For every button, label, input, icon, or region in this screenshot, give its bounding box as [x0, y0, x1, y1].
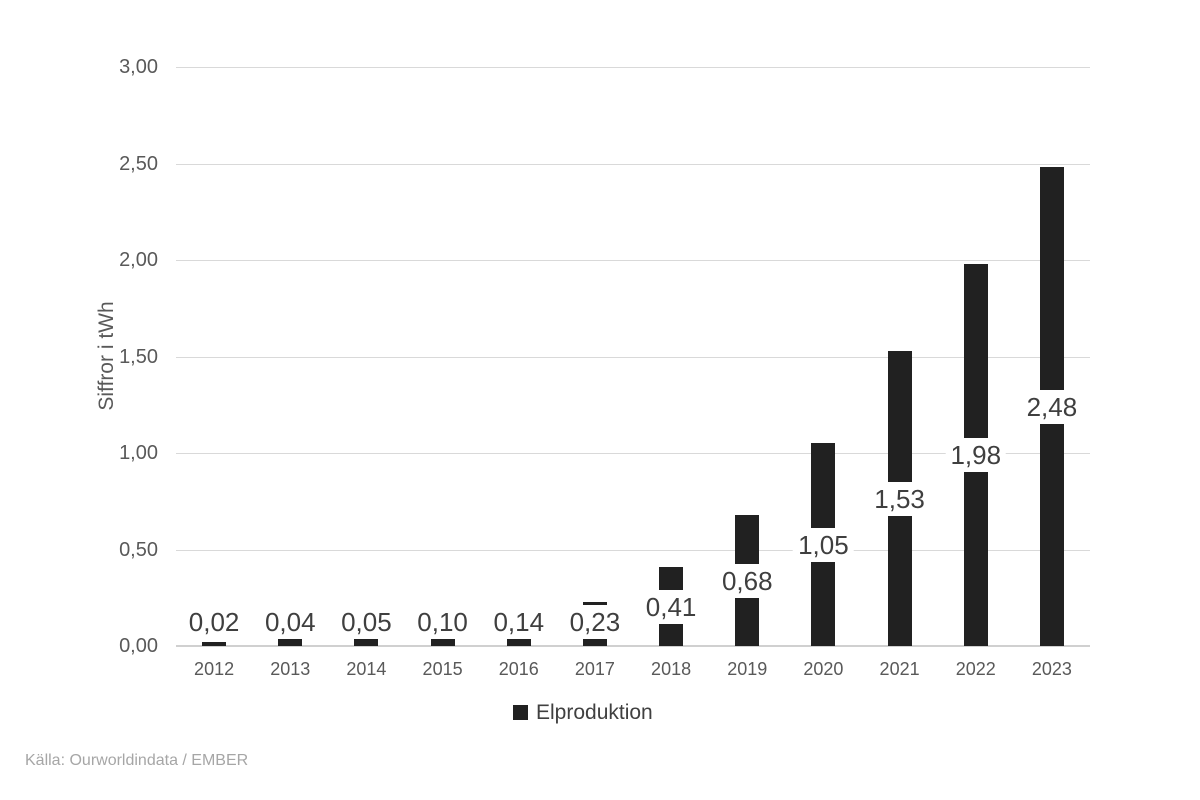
gridline — [176, 549, 1090, 551]
x-tick-label: 2019 — [727, 659, 768, 679]
bar-value-label: 0,14 — [488, 605, 550, 639]
x-tick-label: 2020 — [803, 659, 844, 679]
x-tick-label: 2018 — [651, 659, 692, 679]
bar-value-label: 0,41 — [640, 589, 702, 624]
bar-value-label: 2,48 — [1021, 389, 1083, 424]
bar-value-label: 0,10 — [412, 605, 473, 639]
legend-label: Elproduktion — [536, 701, 653, 724]
x-tick-label: 2014 — [346, 659, 387, 679]
bar-value-label: 0,02 — [183, 605, 245, 639]
x-tick-label: 2016 — [498, 659, 539, 679]
y-tick-label: 2,00 — [119, 249, 158, 271]
bar-value-label: 0,04 — [259, 605, 321, 639]
bar-value-label: 0,05 — [336, 605, 397, 639]
x-tick-label: 2017 — [574, 659, 615, 679]
y-tick-label: 1,50 — [119, 345, 158, 368]
y-tick-label: 1,00 — [119, 442, 158, 464]
bar-value-label: 1,53 — [869, 481, 930, 516]
gridline — [176, 453, 1090, 454]
y-tick-label: 2,50 — [119, 152, 158, 175]
gridline — [176, 356, 1090, 358]
x-axis-line — [176, 645, 1090, 647]
x-tick-label: 2023 — [1031, 659, 1072, 679]
bar-2014 — [354, 636, 379, 646]
x-tick-label: 2012 — [194, 659, 235, 679]
y-tick-label: 0,50 — [119, 538, 158, 561]
x-tick-label: 2021 — [879, 659, 920, 679]
bar-value-label: 0,23 — [564, 605, 626, 639]
y-tick-label: 0,00 — [119, 635, 158, 657]
x-tick-label: 2022 — [955, 659, 996, 679]
x-tick-label: 2015 — [422, 659, 463, 679]
legend: Elproduktion — [513, 702, 653, 723]
bar-2012 — [202, 642, 227, 646]
bar-2013 — [278, 638, 303, 646]
gridline — [176, 163, 1090, 165]
bar-value-label: 0,68 — [716, 563, 778, 598]
gridline — [176, 260, 1090, 261]
legend-swatch-icon — [513, 705, 528, 720]
x-tick-label: 2013 — [270, 659, 311, 679]
y-tick-label: 3,00 — [119, 56, 158, 78]
bar-value-label: 1,98 — [945, 438, 1007, 472]
bar-value-label: 1,05 — [793, 527, 854, 562]
gridline — [176, 67, 1090, 68]
source-caption: Källa: Ourworldindata / EMBER — [25, 752, 249, 769]
y-axis-title: Siffror i tWh — [95, 301, 118, 411]
